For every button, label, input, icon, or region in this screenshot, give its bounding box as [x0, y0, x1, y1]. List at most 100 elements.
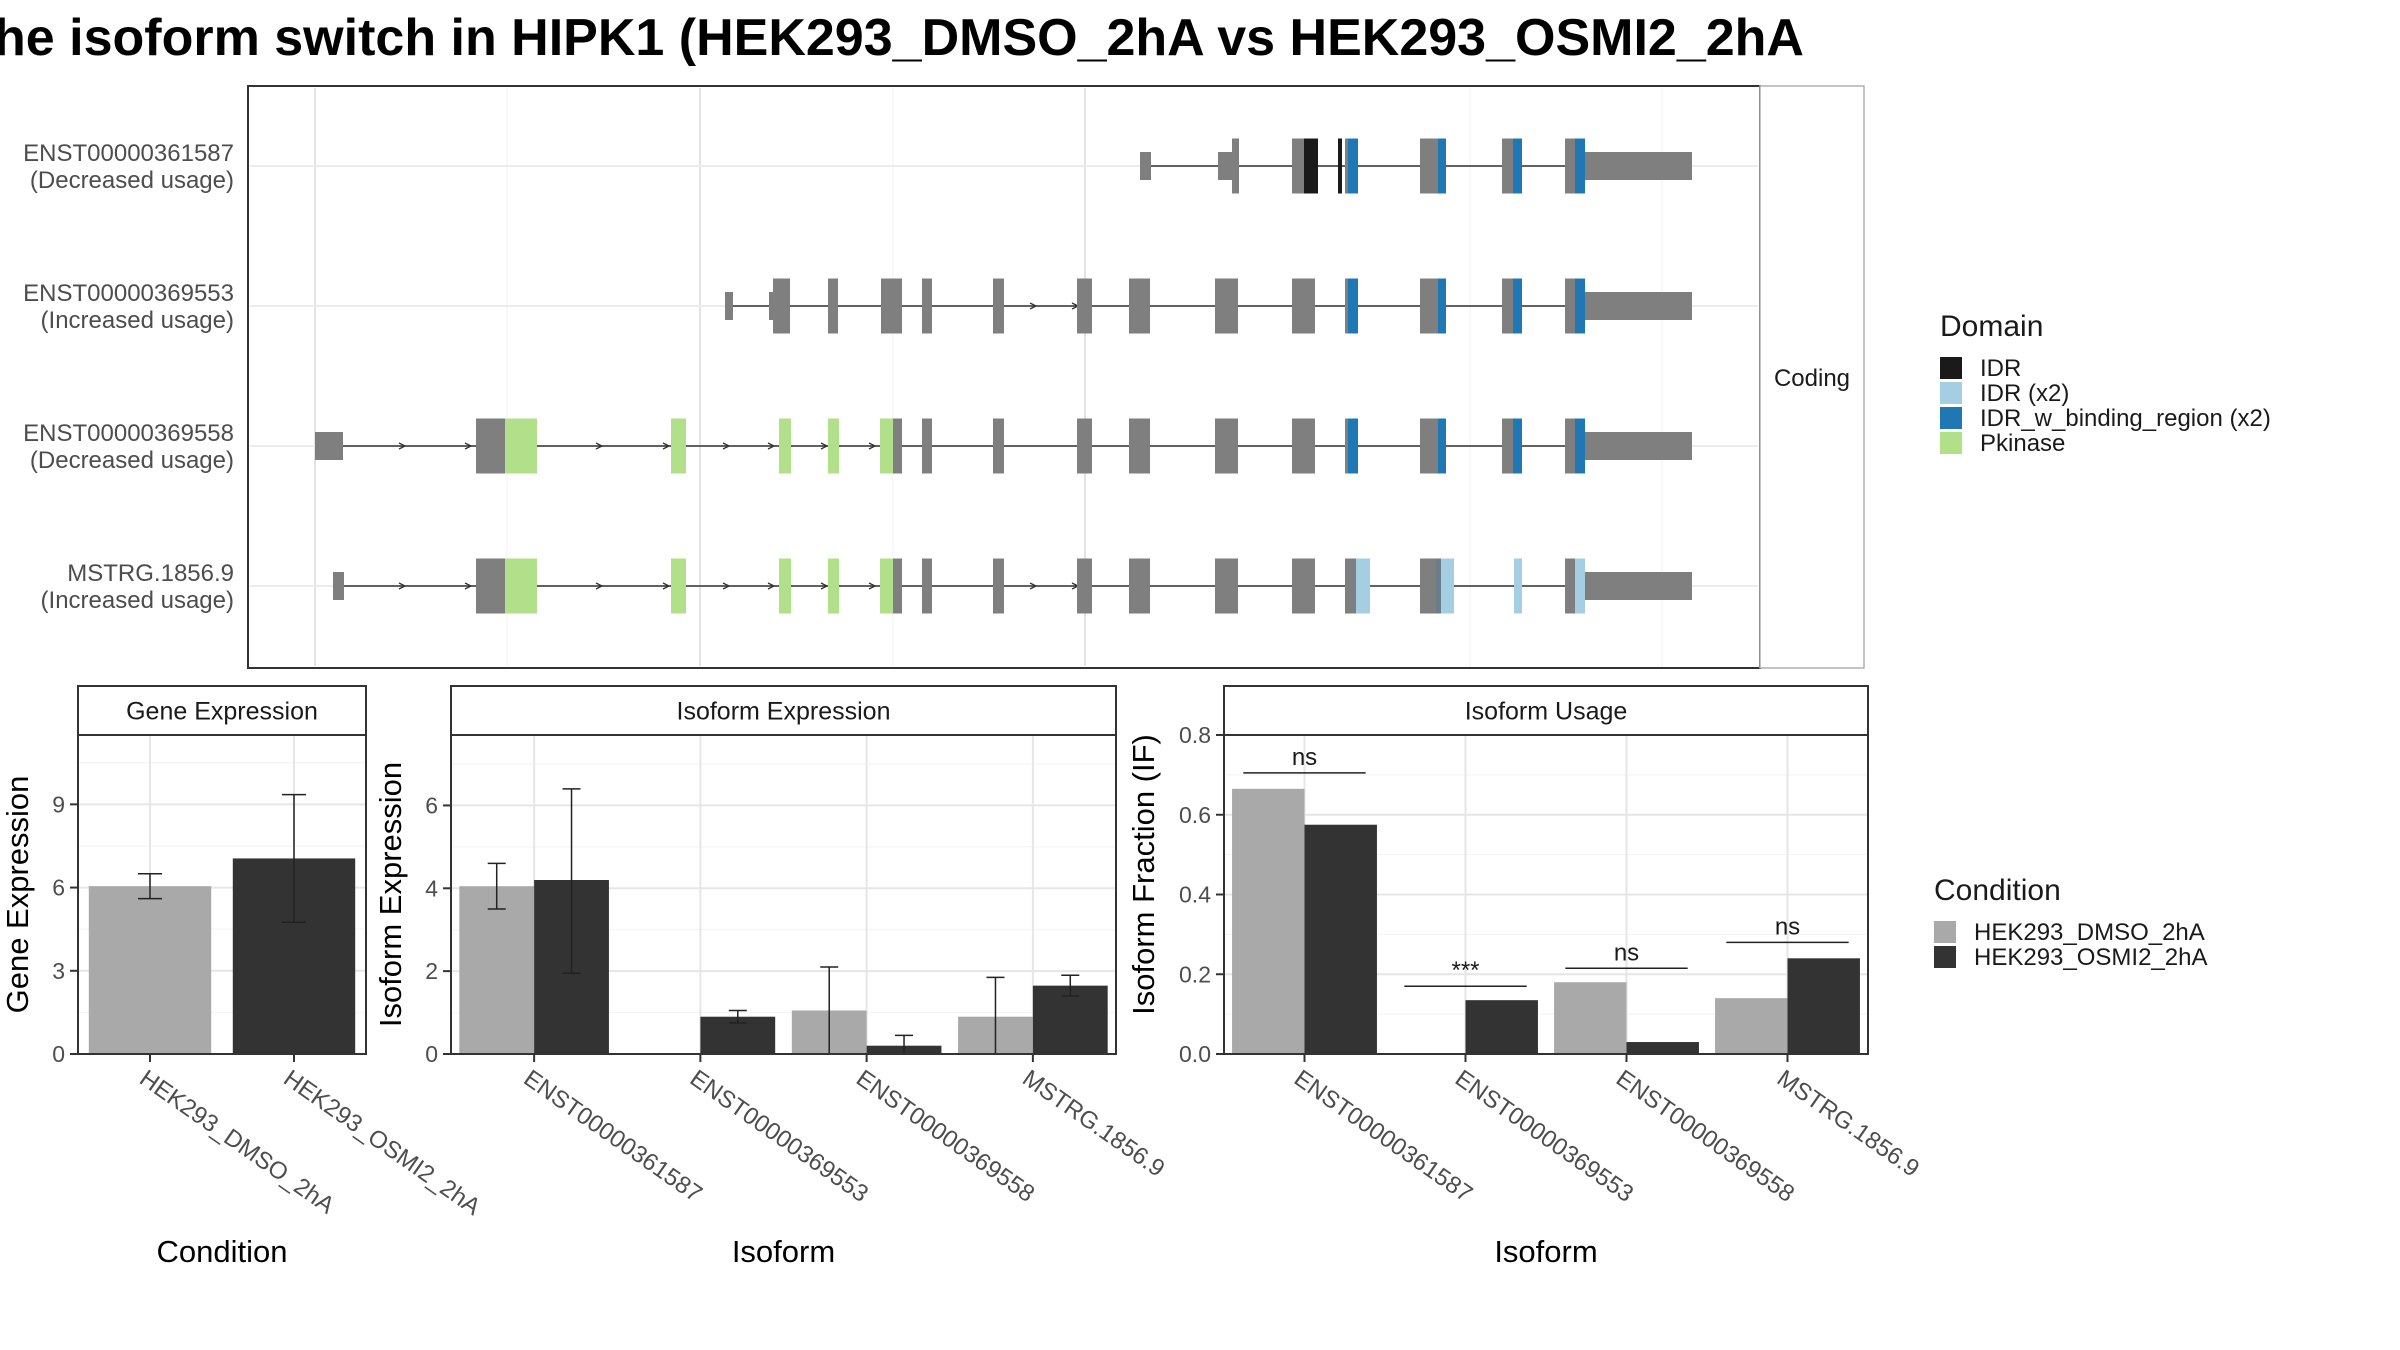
coding-exon	[1513, 418, 1522, 474]
legend-key	[1940, 407, 1962, 429]
y-tick-label: 3	[52, 958, 65, 984]
coding-exon	[1502, 278, 1513, 334]
coding-exon	[893, 418, 902, 474]
coding-exon	[1575, 558, 1585, 614]
legend-label: IDR (x2)	[1980, 380, 2069, 407]
strand-arrow	[868, 582, 877, 590]
strand-arrow	[767, 442, 776, 450]
x-tick-label: ENST00000361587	[1289, 1065, 1477, 1208]
coding-exon	[505, 418, 537, 474]
y-tick-label: 4	[425, 875, 438, 901]
coding-exon	[1338, 138, 1342, 194]
transcript-track	[1140, 138, 1692, 194]
x-axis-title: Condition	[157, 1234, 288, 1269]
strand-arrow	[398, 582, 407, 590]
coding-exon	[1232, 138, 1239, 194]
significance-label: ns	[1614, 939, 1639, 966]
bar	[1715, 998, 1788, 1054]
coding-exon	[1077, 278, 1092, 334]
utr-exon	[1585, 152, 1692, 180]
legend-key	[1934, 921, 1956, 943]
x-tick-label: ENST00000369553	[685, 1065, 873, 1208]
strand-arrow	[662, 442, 671, 450]
figure-title: he isoform switch in HIPK1 (HEK293_DMSO_…	[0, 9, 1804, 67]
coding-exon	[828, 418, 839, 474]
coding-exon	[1345, 138, 1348, 194]
coding-exon	[881, 278, 902, 334]
coding-exon	[1575, 418, 1585, 474]
x-tick-label: ENST00000369558	[1611, 1065, 1799, 1208]
coding-exon	[893, 558, 902, 614]
isoform-labels: ENST00000361587(Decreased usage)ENST0000…	[23, 140, 234, 614]
coding-exon	[1077, 558, 1092, 614]
x-tick-label: MSTRG.1856.9	[1772, 1065, 1924, 1183]
utr-exon	[769, 292, 773, 320]
y-tick-label: 2	[425, 958, 438, 984]
bar	[1787, 958, 1860, 1054]
coding-exon	[1348, 138, 1358, 194]
bar	[1032, 985, 1108, 1054]
panel-title: Isoform Usage	[1465, 698, 1628, 726]
strand-arrow	[464, 582, 473, 590]
coding-exon	[1565, 418, 1575, 474]
coding-exon	[1345, 418, 1348, 474]
strand-arrow	[722, 442, 731, 450]
utr-exon	[315, 432, 343, 460]
panel-strip	[450, 685, 1117, 736]
coding-exon	[1345, 278, 1348, 334]
legend-key	[1940, 382, 1962, 404]
coding-exon	[779, 418, 791, 474]
coding-exon	[1129, 418, 1150, 474]
coding-exon	[1502, 138, 1513, 194]
coding-exon	[1129, 278, 1150, 334]
coding-exon	[1438, 138, 1446, 194]
facet-strip-label: Coding	[1774, 365, 1850, 392]
coding-exon	[1348, 418, 1358, 474]
x-axis-title: Isoform	[732, 1234, 835, 1269]
bar	[459, 886, 535, 1054]
utr-exon	[333, 572, 344, 600]
coding-exon	[1565, 558, 1575, 614]
isoform-id-label: ENST00000361587	[23, 140, 234, 167]
x-axis-title: Isoform	[1494, 1234, 1597, 1269]
bar	[1304, 824, 1377, 1054]
coding-exon	[1420, 558, 1440, 614]
strand-arrow	[820, 582, 829, 590]
panel-strip	[1223, 685, 1869, 736]
y-tick-label: 0	[52, 1041, 65, 1067]
x-tick-label: ENST00000369558	[851, 1065, 1039, 1208]
utr-exon	[725, 292, 733, 320]
coding-exon	[779, 558, 791, 614]
y-tick-label: 0.2	[1179, 961, 1211, 987]
y-tick-label: 0.0	[1179, 1041, 1211, 1067]
coding-exon	[1345, 558, 1356, 614]
coding-exon	[773, 278, 790, 334]
utr-exon	[1585, 432, 1692, 460]
coding-exon	[1356, 558, 1370, 614]
strand-arrow	[464, 442, 473, 450]
significance-label: ns	[1775, 913, 1800, 940]
utr-exon	[1585, 572, 1692, 600]
transcript-track	[315, 418, 1692, 474]
coding-exon	[880, 418, 893, 474]
strand-arrow	[595, 582, 604, 590]
coding-exon	[1513, 138, 1522, 194]
y-tick-label: 6	[425, 792, 438, 818]
bar	[1626, 1042, 1699, 1054]
legend-key	[1934, 946, 1956, 968]
strand-arrow	[662, 582, 671, 590]
transcript-track	[725, 278, 1692, 334]
structure-panel: Coding ENST00000361587(Decreased usage)E…	[23, 85, 1865, 669]
x-tick-label: ENST00000369553	[1450, 1065, 1638, 1208]
coding-exon	[1292, 278, 1315, 334]
coding-exon	[1292, 558, 1315, 614]
utr-exon	[1218, 152, 1232, 180]
strand-arrow	[398, 442, 407, 450]
condition-legend: Condition HEK293_DMSO_2hAHEK293_OSMI2_2h…	[1934, 874, 2207, 971]
coding-exon	[671, 558, 686, 614]
legend-key	[1940, 432, 1962, 454]
coding-exon	[1420, 138, 1438, 194]
coding-exon	[1215, 418, 1238, 474]
utr-exon	[1140, 152, 1151, 180]
